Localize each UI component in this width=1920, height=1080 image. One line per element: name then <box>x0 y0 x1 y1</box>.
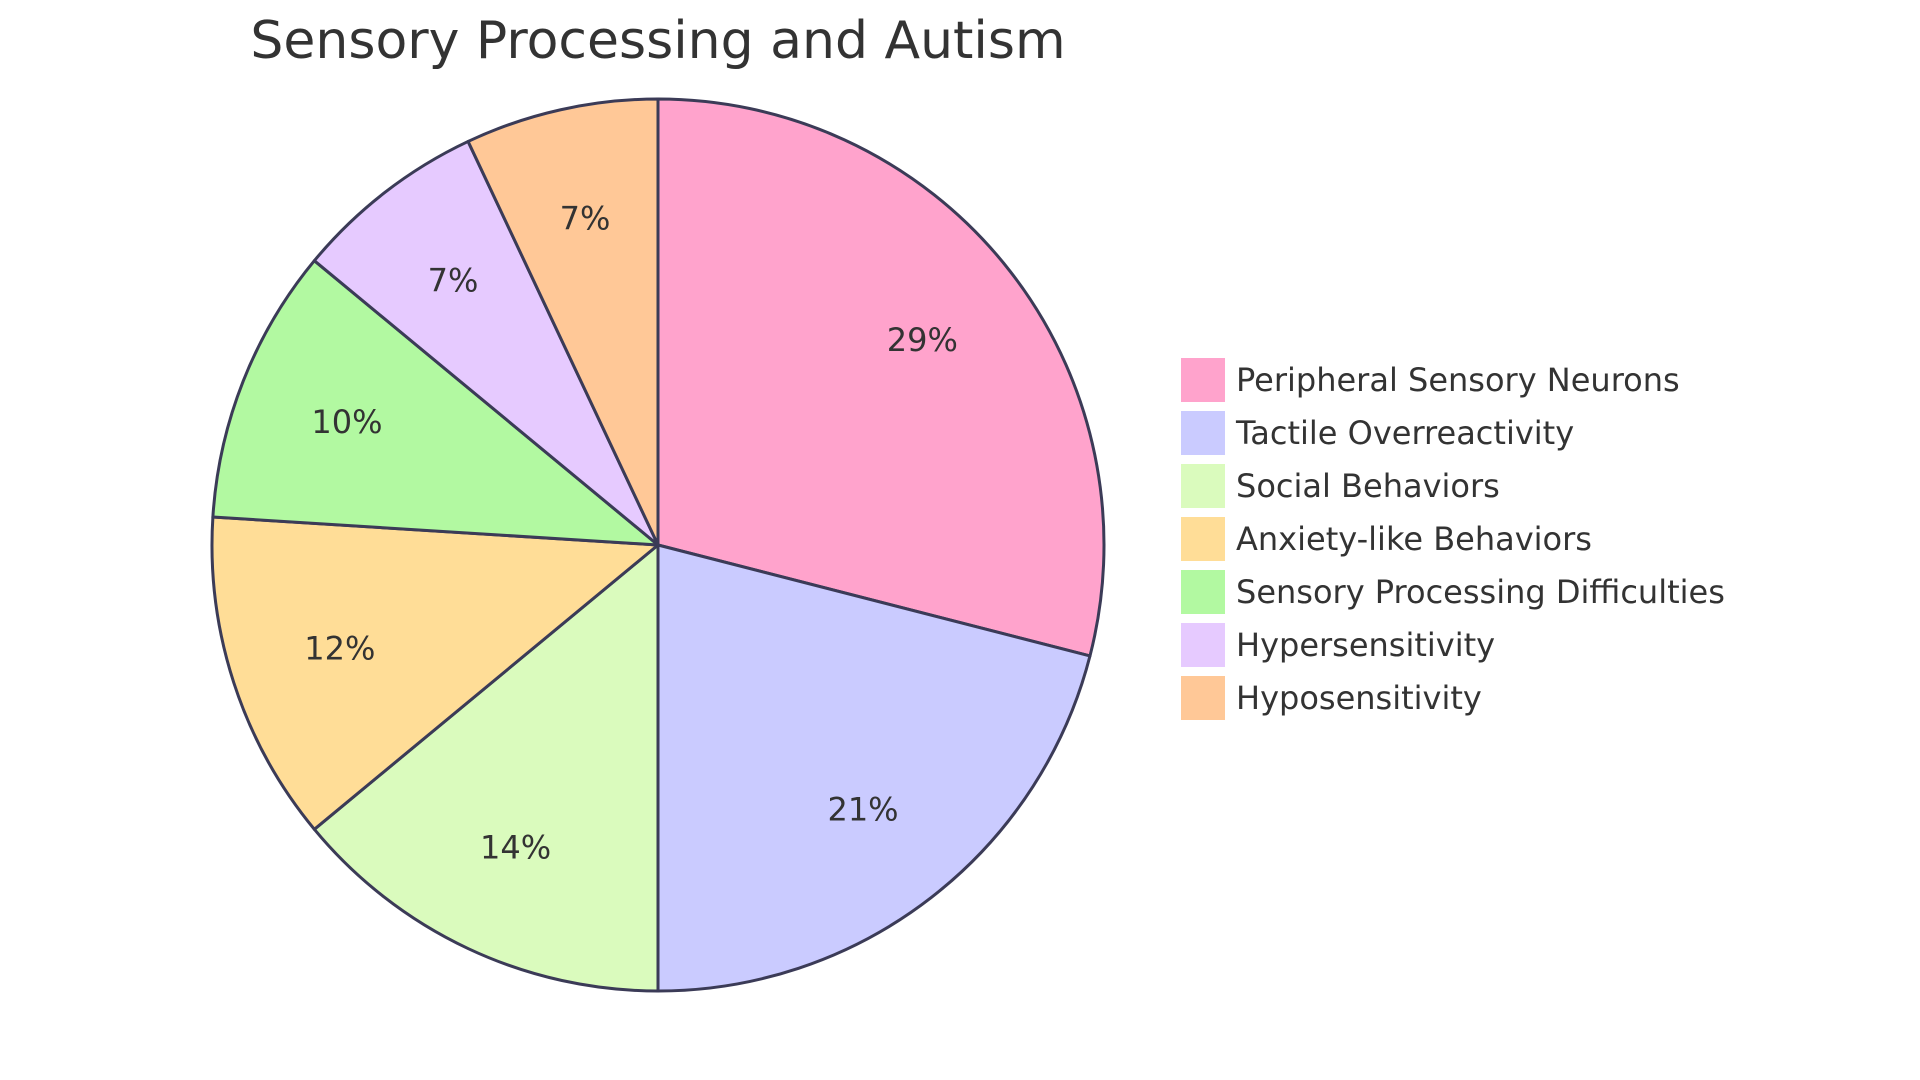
pie-slice <box>312 543 660 993</box>
slice-percent-label: 10% <box>311 403 382 441</box>
pie-slice <box>211 259 660 547</box>
slice-percent-label: 7% <box>560 200 611 238</box>
pie-slice <box>312 139 660 547</box>
pie-slice <box>210 515 660 831</box>
slice-percent-label: 29% <box>887 321 958 359</box>
slice-percent-label: 12% <box>304 629 375 667</box>
pie-slice <box>656 543 1092 993</box>
legend-label: Peripheral Sensory Neurons <box>1236 361 1680 399</box>
legend-swatch <box>1181 570 1225 614</box>
legend-swatch <box>1181 517 1225 561</box>
pie-slice <box>466 97 660 547</box>
legend-swatch <box>1181 623 1225 667</box>
legend-swatch <box>1181 358 1225 402</box>
legend-swatch <box>1181 411 1225 455</box>
legend-label: Hyposensitivity <box>1236 679 1482 717</box>
legend-swatch <box>1181 676 1225 720</box>
legend-label: Sensory Processing Difficulties <box>1236 573 1725 611</box>
slice-percent-label: 21% <box>827 790 898 828</box>
legend-label: Anxiety-like Behaviors <box>1236 520 1592 558</box>
legend-swatch <box>1181 464 1225 508</box>
pie-slice <box>656 97 1106 658</box>
legend-label: Tactile Overreactivity <box>1235 414 1574 452</box>
chart-title: Sensory Processing and Autism <box>250 11 1065 71</box>
pie-slice-labels: 29% 21% 14% 12% 10% 7% 7% <box>304 200 958 867</box>
legend-label: Hypersensitivity <box>1236 626 1495 664</box>
legend-label: Social Behaviors <box>1236 467 1500 505</box>
legend: Peripheral Sensory Neurons Tactile Overre… <box>1181 358 1725 720</box>
slice-percent-label: 7% <box>428 262 479 300</box>
slice-percent-label: 14% <box>480 829 551 867</box>
pie-slices <box>210 97 1106 993</box>
